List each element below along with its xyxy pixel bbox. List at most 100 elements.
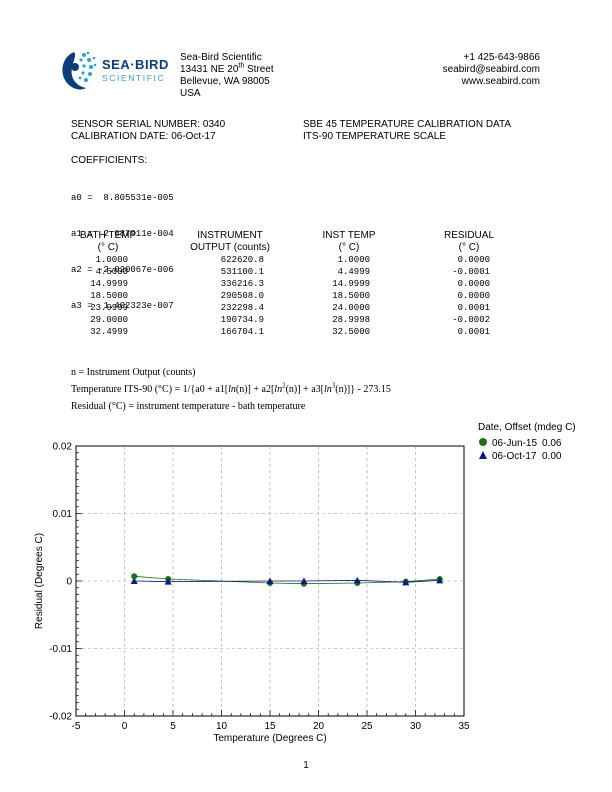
- table-cell: -0.0002: [452, 315, 490, 325]
- table-cell: 18.5000: [90, 291, 128, 301]
- coefficient-a1: a1 = 2.687911e-004: [71, 229, 174, 239]
- table-cell: 4.5000: [95, 267, 128, 277]
- table-cell: 0.0001: [457, 303, 490, 313]
- table-cell: 0.0000: [457, 291, 490, 301]
- triangle-marker-icon: [478, 450, 492, 464]
- phone: +1 425-643-9866: [463, 52, 540, 63]
- company-street: 13431 NE 20th Street: [180, 62, 274, 75]
- website-link[interactable]: www.seabird.com: [461, 76, 540, 87]
- table-cell: 23.9999: [90, 303, 128, 313]
- calibration-title: SBE 45 TEMPERATURE CALIBRATION DATA ITS-…: [303, 119, 511, 143]
- table-cell: 28.9998: [332, 315, 370, 325]
- y-tick-label: 0.01: [53, 509, 73, 520]
- table-cell: -0.0001: [452, 267, 490, 277]
- table-cell: 32.4999: [90, 327, 128, 337]
- col-bath-temp: BATH TEMP (° C) 1.0000 4.5000 14.9999 18…: [70, 230, 146, 338]
- formula-n: n = Instrument Output (counts): [71, 367, 196, 378]
- table-cell: 336216.3: [220, 279, 264, 289]
- data-point-circle: [131, 573, 138, 580]
- col-unit: (° C): [458, 242, 480, 253]
- circle-marker-icon: [478, 437, 492, 451]
- table-cell: 14.9999: [332, 279, 370, 289]
- table-cell: 32.5000: [332, 327, 370, 337]
- legend-date: 06-Jun-15: [492, 437, 538, 449]
- coefficients-list: a0 = 8.805531e-005 a1 = 2.687911e-004 a2…: [71, 168, 174, 324]
- table-cell: 290508.0: [220, 291, 264, 301]
- serial-number: SENSOR SERIAL NUMBER: 0340: [71, 119, 226, 130]
- sensor-info: SENSOR SERIAL NUMBER: 0340 CALIBRATION D…: [71, 119, 225, 143]
- x-tick-label: 35: [458, 721, 470, 732]
- logo-mark-icon: [62, 51, 97, 90]
- col-header: BATH TEMP: [79, 230, 137, 241]
- logo-wordmark: SEA·BIRD: [102, 57, 169, 72]
- logo-subtitle: SCIENTIFIC: [102, 73, 166, 83]
- col-unit: OUTPUT (counts): [190, 242, 270, 253]
- col-header: INST TEMP: [322, 230, 376, 241]
- data-point-triangle: [436, 576, 444, 584]
- y-tick-label: -0.02: [49, 712, 72, 723]
- sea-bird-logo: SEA·BIRD SCIENTIFIC: [58, 48, 178, 96]
- table-cell: 4.4999: [337, 267, 370, 277]
- chart-legend: Date, Offset (mdeg C) 06-Jun-15 0.06 06-…: [478, 422, 582, 463]
- table-cell: 166704.1: [220, 327, 264, 337]
- calibration-date: CALIBRATION DATE: 06-Oct-17: [71, 131, 216, 142]
- data-point-triangle: [300, 577, 308, 584]
- x-tick-label: -5: [72, 721, 81, 732]
- table-cell: 0.0000: [457, 255, 490, 265]
- data-point-triangle: [130, 577, 138, 584]
- table-cell: 622620.8: [220, 255, 264, 265]
- coefficient-a3: a3 = 1.402323e-007: [71, 301, 174, 311]
- col-header: INSTRUMENT: [197, 230, 263, 241]
- residual-chart: -5 0 5 10 15 20 25 30 35 -0.02 -0.01 0 0.01 0.02 Tempe…: [34, 442, 470, 745]
- x-tick-label: 25: [361, 721, 373, 732]
- coefficient-a0: a0 = 8.805531e-005: [71, 193, 174, 203]
- legend-offset: 0.06: [542, 437, 562, 449]
- table-cell: 29.0000: [90, 315, 128, 325]
- x-tick-label: 0: [122, 721, 128, 732]
- col-header: RESIDUAL: [443, 230, 494, 241]
- company-contact: +1 425-643-9866 seabird@seabird.com www.…: [380, 52, 540, 88]
- x-axis-label: Temperature (Degrees C): [213, 733, 326, 744]
- data-point-triangle: [402, 578, 410, 586]
- legend-entry: 06-Oct-17 0.00: [478, 450, 582, 463]
- legend-offset: 0.00: [542, 450, 562, 462]
- page-number: 1: [303, 760, 309, 771]
- y-tick-label: -0.01: [49, 644, 72, 655]
- legend-entry: 06-Jun-15 0.06: [478, 437, 582, 450]
- company-city: Bellevue, WA 98005: [180, 76, 270, 87]
- table-cell: 18.5000: [332, 291, 370, 301]
- x-tick-label: 30: [410, 721, 422, 732]
- y-tick-label: 0.02: [53, 442, 73, 453]
- table-cell: 1.0000: [95, 255, 128, 265]
- email-link[interactable]: seabird@seabird.com: [442, 64, 540, 75]
- temperature-scale: ITS-90 TEMPERATURE SCALE: [303, 131, 446, 142]
- table-cell: 531100.1: [220, 267, 264, 277]
- table-cell: 0.0000: [457, 279, 490, 289]
- col-instrument-output: INSTRUMENT OUTPUT (counts) 622620.8 5311…: [180, 230, 280, 338]
- legend-title: Date, Offset (mdeg C): [478, 422, 576, 433]
- x-tick-label: 10: [216, 721, 228, 732]
- table-cell: 190734.9: [220, 315, 264, 325]
- coefficients-heading: COEFFICIENTS:: [71, 155, 148, 166]
- table-cell: 0.0001: [457, 327, 490, 337]
- col-residual: RESIDUAL (° C) 0.0000 -0.0001 0.0000 0.0…: [430, 230, 508, 338]
- y-axis-label: Residual (Degrees C): [34, 533, 45, 629]
- company-name: Sea-Bird Scientific: [180, 52, 262, 63]
- col-unit: (° C): [97, 242, 119, 253]
- table-cell: 1.0000: [337, 255, 370, 265]
- legend-date: 06-Oct-17: [492, 450, 537, 462]
- table-cell: 14.9999: [90, 279, 128, 289]
- col-unit: (° C): [338, 242, 360, 253]
- company-address: Sea-Bird Scientific 13431 NE 20th Street…: [180, 52, 274, 100]
- table-cell: 24.0000: [332, 303, 370, 313]
- series-line: [134, 579, 440, 583]
- formula-temperature: Temperature ITS-90 (°C) = 1/{a0 + a1[ln(…: [71, 381, 391, 395]
- company-country: USA: [180, 88, 201, 99]
- x-tick-label: 20: [313, 721, 325, 732]
- series-line: [134, 575, 440, 585]
- x-tick-label: 5: [170, 721, 176, 732]
- y-tick-label: 0: [66, 577, 72, 588]
- col-inst-temp: INST TEMP (° C) 1.0000 4.4999 14.9999 18…: [310, 230, 388, 338]
- table-cell: 232298.4: [220, 303, 264, 313]
- data-point-triangle: [353, 576, 361, 584]
